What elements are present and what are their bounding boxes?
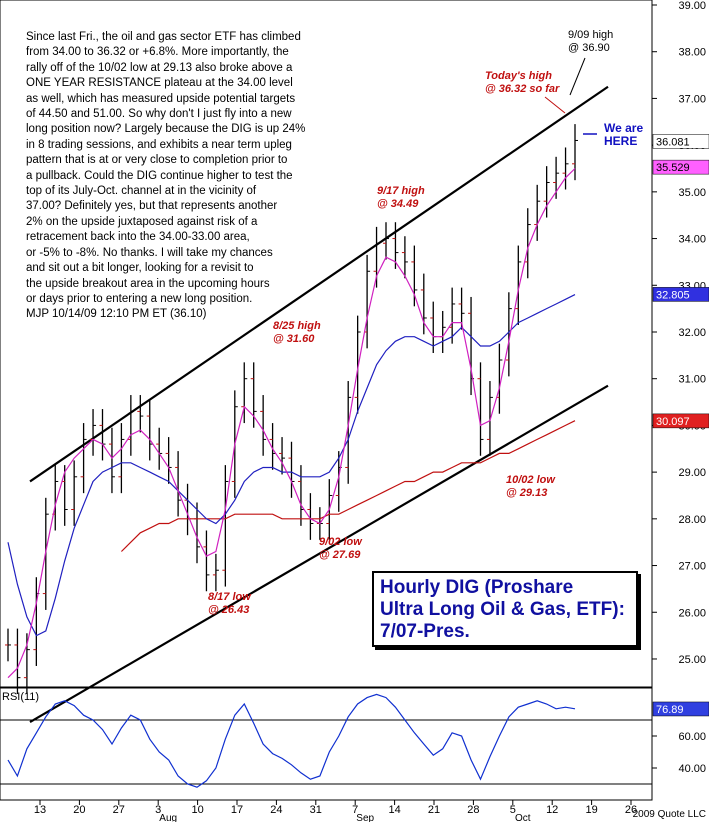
annotation-label: 8/25 high @ 31.60	[273, 320, 321, 345]
rsi-axis-ticks: 40.00 60.00 RSI(11)	[0, 691, 706, 785]
annotation-label: 9/09 high @ 36.90	[568, 29, 613, 54]
date-tick-label: 13	[34, 804, 46, 816]
date-tick-label: 7	[352, 804, 358, 816]
rsi-last-text: 76.89	[656, 704, 684, 716]
price-tick-label: 31.00	[678, 374, 706, 386]
channel-lower-line	[29, 384, 609, 723]
ma-slow-line	[120, 420, 576, 552]
rsi-line	[7, 693, 576, 788]
date-tick-label: 12	[546, 804, 558, 816]
month-label: Oct	[515, 813, 531, 822]
annotation-pointer	[544, 96, 566, 114]
moving-averages	[7, 168, 576, 679]
date-tick-label: 10	[191, 804, 203, 816]
date-tick-label: 24	[270, 804, 282, 816]
rsi-tick-label: 40.00	[678, 763, 706, 775]
date-tick-label: 19	[585, 804, 597, 816]
price-tick-label: 29.00	[678, 467, 706, 479]
annotation-label: We are HERE	[604, 121, 643, 148]
price-channel	[29, 85, 609, 723]
rsi-series	[7, 693, 576, 788]
date-tick-label: 14	[388, 804, 400, 816]
date-tick-label: 31	[310, 804, 322, 816]
price-tick-label: 25.00	[678, 654, 706, 666]
rsi-tick-label: 60.00	[678, 731, 706, 743]
last-value-text: 36.081	[656, 136, 690, 148]
price-tick-label: 35.00	[678, 187, 706, 199]
annotation-label: 9/17 high @ 34.49	[377, 185, 425, 210]
price-tick-label: 38.00	[678, 47, 706, 59]
annotation-pointer	[569, 57, 586, 96]
last-value-text: 35.529	[656, 162, 690, 174]
rsi-panel-frame	[0, 687, 653, 801]
date-tick-label: 21	[428, 804, 440, 816]
last-value-tag	[652, 287, 709, 302]
price-axis-ticks: 25.0026.0027.0028.0029.0030.0031.0032.00…	[652, 0, 706, 666]
date-tick-label: 27	[113, 804, 125, 816]
month-label: Sep	[356, 813, 374, 822]
date-tick-label: 5	[510, 804, 516, 816]
date-tick-label: 20	[73, 804, 85, 816]
channel-upper-line	[29, 85, 609, 483]
chart-annotations: 9/09 high @ 36.90 Today's high @ 36.32 so f…	[208, 29, 643, 616]
date-axis-ticks: 13 20 27 3 10 17 24 31 7 14 21 28 5 12 19 26 Aug Sep Oct	[34, 800, 637, 822]
ma-mid-line	[7, 294, 576, 637]
date-tick-label: 28	[467, 804, 479, 816]
annotation-label: 10/02 low @ 29.13	[506, 474, 556, 499]
copyright-text: 2009 Quote LLC	[633, 809, 706, 820]
last-value-tag	[652, 159, 709, 175]
month-label: Aug	[159, 813, 177, 822]
rsi-last-tag	[652, 701, 709, 717]
chart-title-box: Hourly DIG (Proshare Ultra Long Oil & Ga…	[372, 571, 638, 647]
annotation-label: Today's high @ 36.32 so far	[485, 70, 560, 95]
last-value-tag	[652, 134, 709, 149]
last-value-text: 32.805	[656, 289, 690, 301]
price-tick-label: 39.00	[678, 0, 706, 12]
date-tick-label: 26	[625, 804, 637, 816]
annotation-label: 8/17 low @ 26.43	[208, 591, 252, 616]
ma-fast-line	[7, 168, 576, 679]
price-tick-label: 37.00	[678, 93, 706, 105]
price-bars	[5, 124, 578, 695]
price-tick-label: 32.00	[678, 327, 706, 339]
commentary-text: Since last Fri., the oil and gas sector …	[26, 31, 306, 321]
price-tick-label: 27.00	[678, 561, 706, 573]
date-tick-label: 3	[155, 804, 161, 816]
price-tick-label: 34.00	[678, 234, 706, 246]
date-tick-label: 17	[231, 804, 243, 816]
annotation-label: 9/02 low @ 27.69	[319, 536, 363, 561]
rsi-label: RSI(11)	[2, 691, 39, 703]
last-value-tag	[652, 413, 709, 429]
price-tick-label: 28.00	[678, 514, 706, 526]
last-value-text: 30.097	[656, 416, 690, 428]
price-tick-label: 26.00	[678, 607, 706, 619]
last-value-labels: 36.081 35.529 32.805 30.097 76.89	[652, 134, 709, 717]
